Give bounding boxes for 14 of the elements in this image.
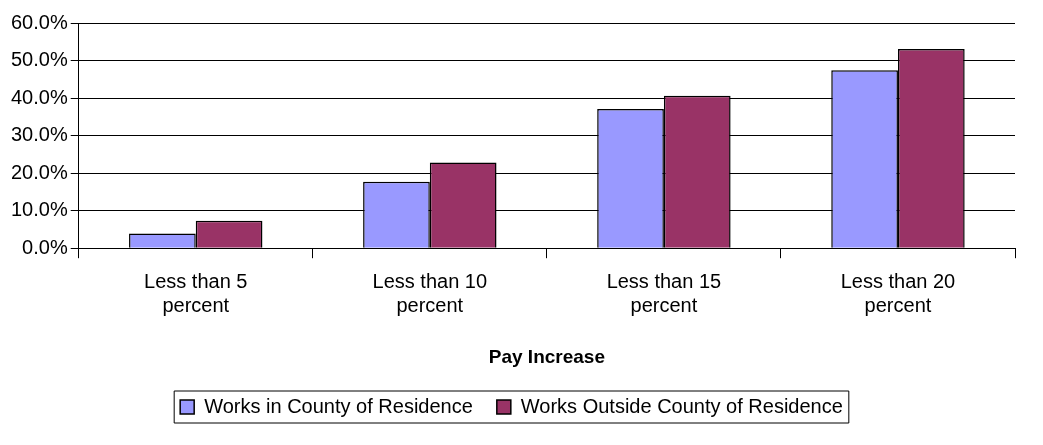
- y-tick-label: 30.0%: [10, 123, 68, 146]
- y-tick-label: 20.0%: [10, 160, 68, 183]
- legend-label: Works in County of Residence: [204, 394, 473, 417]
- x-tick-label: Less than 15 percent: [606, 269, 722, 316]
- y-tick-label: 60.0%: [10, 10, 68, 33]
- x-tick-label: Less than 5 percent: [144, 269, 248, 316]
- y-tick-label: 50.0%: [10, 48, 68, 71]
- x-axis-title: Pay Increase: [488, 345, 605, 367]
- x-tick-label: Less than 20 percent: [840, 269, 956, 316]
- y-tick-label: 0.0%: [22, 235, 68, 258]
- y-tick-label: 10.0%: [10, 198, 68, 221]
- legend-label: Works Outside County of Residence: [520, 394, 843, 417]
- x-tick-label: Less than 10 percent: [372, 269, 488, 316]
- y-tick-label: 40.0%: [10, 85, 68, 108]
